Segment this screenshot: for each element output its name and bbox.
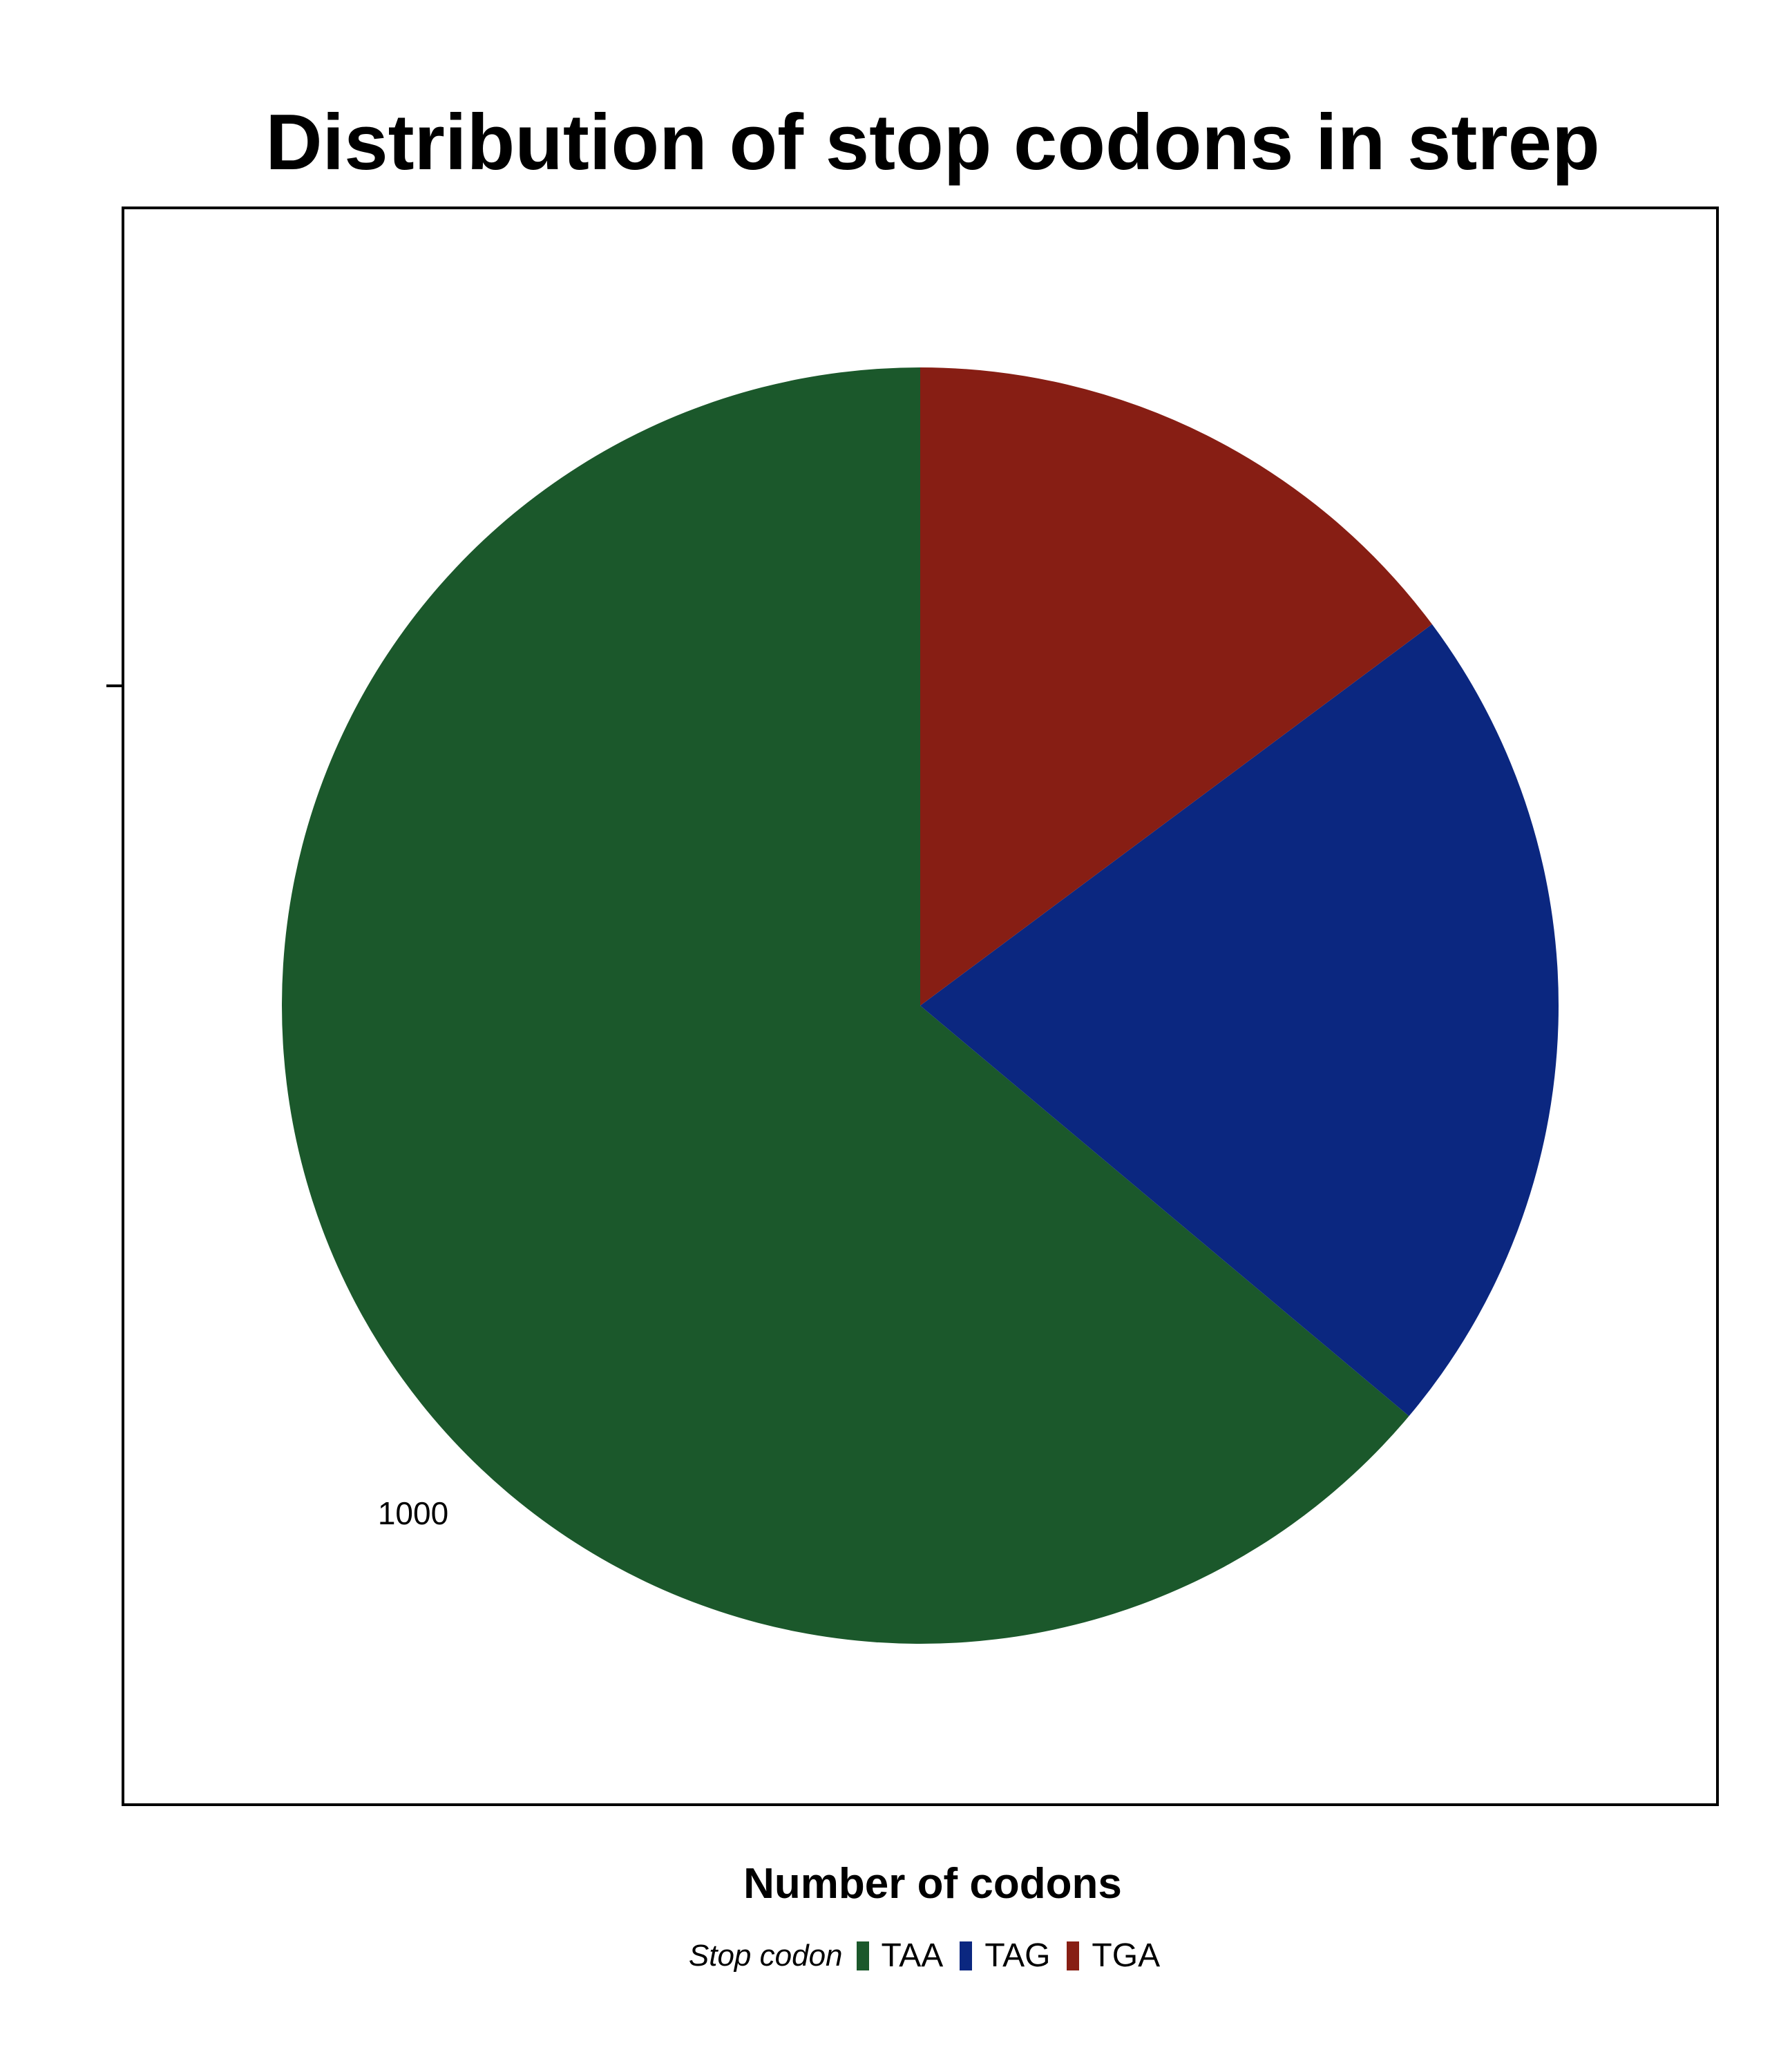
legend-key-taa [856,1941,869,1970]
pie-slice-tga [920,367,1432,1006]
legend-label-tga: TGA [1092,1937,1161,1974]
legend-item-tag: TAG [960,1939,1050,1973]
pie-slice-tag [920,624,1559,1417]
value-tick-label: 1000 [378,1495,448,1531]
x-axis-label: Number of codons [743,1860,1122,1908]
pie-slices [282,367,1559,1644]
legend-title: Stop codon [688,1939,843,1973]
legend-item-tga: TGA [1067,1939,1160,1973]
pie-slice-taa [282,367,1409,1644]
legend-label-taa: TAA [881,1937,944,1974]
legend: Stop codon TAA TAG TGA [0,1939,1790,1973]
legend-key-tag [960,1941,973,1970]
legend-label-tag: TAG [984,1937,1051,1974]
chart-title: Distribution of stop codons in strep [265,99,1600,186]
legend-key-tga [1067,1941,1080,1970]
panel-border [122,207,1719,1806]
legend-item-taa: TAA [856,1937,944,1974]
